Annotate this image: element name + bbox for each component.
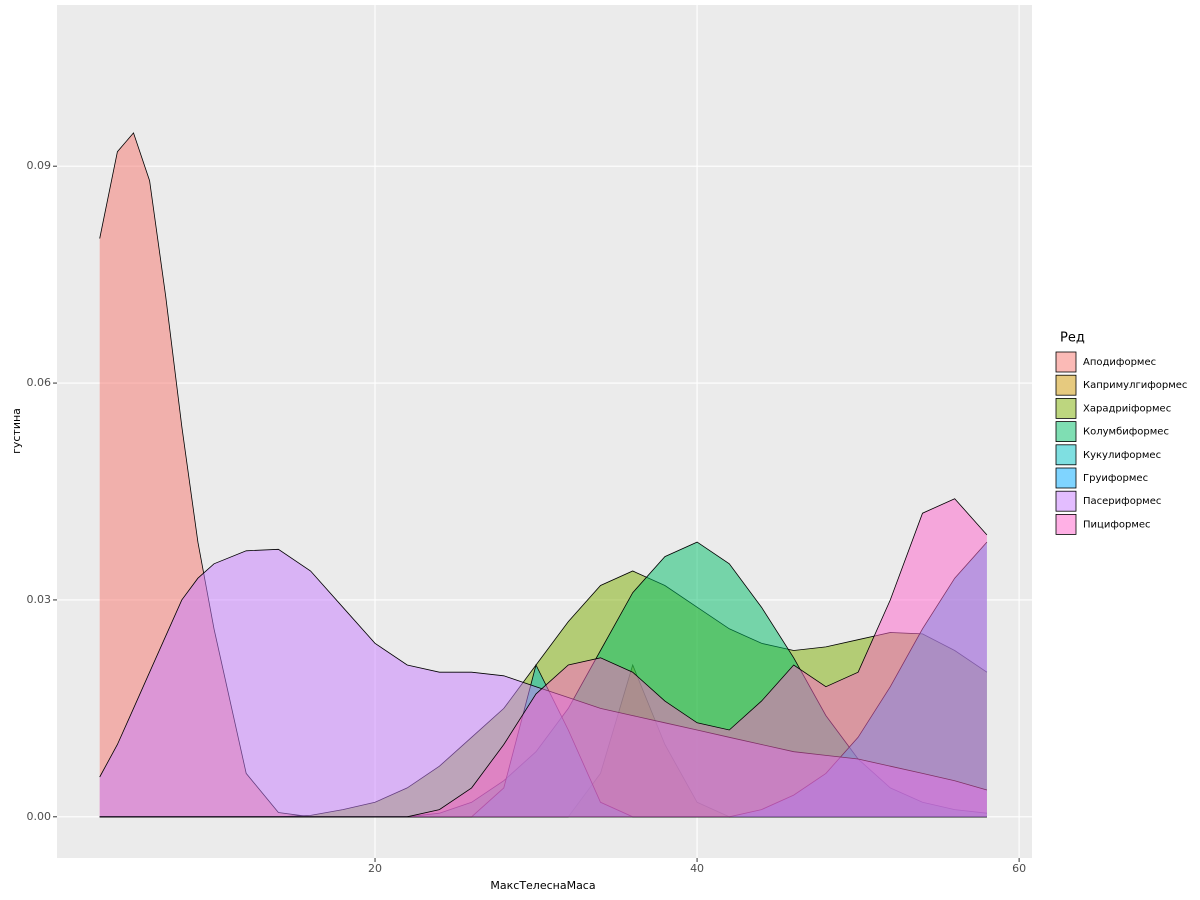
x-tick-label: 60 <box>1012 862 1026 875</box>
legend-label: Пициформес <box>1083 519 1151 530</box>
legend: Ред Аподиформес Капримулгиформес Харадриiф… <box>1055 331 1187 535</box>
x-tick-label: 20 <box>368 862 382 875</box>
legend-label: Харадриiформес <box>1083 403 1171 414</box>
x-tick-label: 40 <box>690 862 704 875</box>
y-tick-label: 0.09 <box>27 159 52 172</box>
legend-title: Ред <box>1060 331 1085 346</box>
y-tick-label: 0.03 <box>27 593 52 606</box>
y-tick-label: 0.06 <box>27 376 52 389</box>
legend-label: Колумбиформес <box>1083 427 1169 438</box>
axes: 0.00 0.03 0.06 0.09 20 40 60 <box>27 159 1027 875</box>
legend-label: Капримулгиформес <box>1083 380 1187 391</box>
legend-key <box>1055 467 1077 489</box>
areas <box>99 132 988 818</box>
density-line <box>99 498 988 818</box>
y-tick-label: 0.00 <box>27 810 52 823</box>
x-axis-title: МаксТелеснаМаса <box>490 879 595 892</box>
density-area <box>99 498 987 817</box>
legend-key <box>1055 397 1077 419</box>
y-axis-title: густина <box>10 408 23 454</box>
legend-key <box>1055 490 1077 512</box>
legend-label: Аподиформес <box>1083 357 1156 368</box>
legend-key <box>1055 351 1077 373</box>
legend-key <box>1055 514 1077 535</box>
legend-key <box>1055 421 1077 443</box>
legend-label: Пасериформес <box>1083 496 1161 507</box>
legend-key <box>1055 444 1077 466</box>
legend-key <box>1055 374 1077 396</box>
legend-label: Груиформес <box>1083 473 1148 484</box>
legend-label: Кукулиформес <box>1083 450 1161 461</box>
